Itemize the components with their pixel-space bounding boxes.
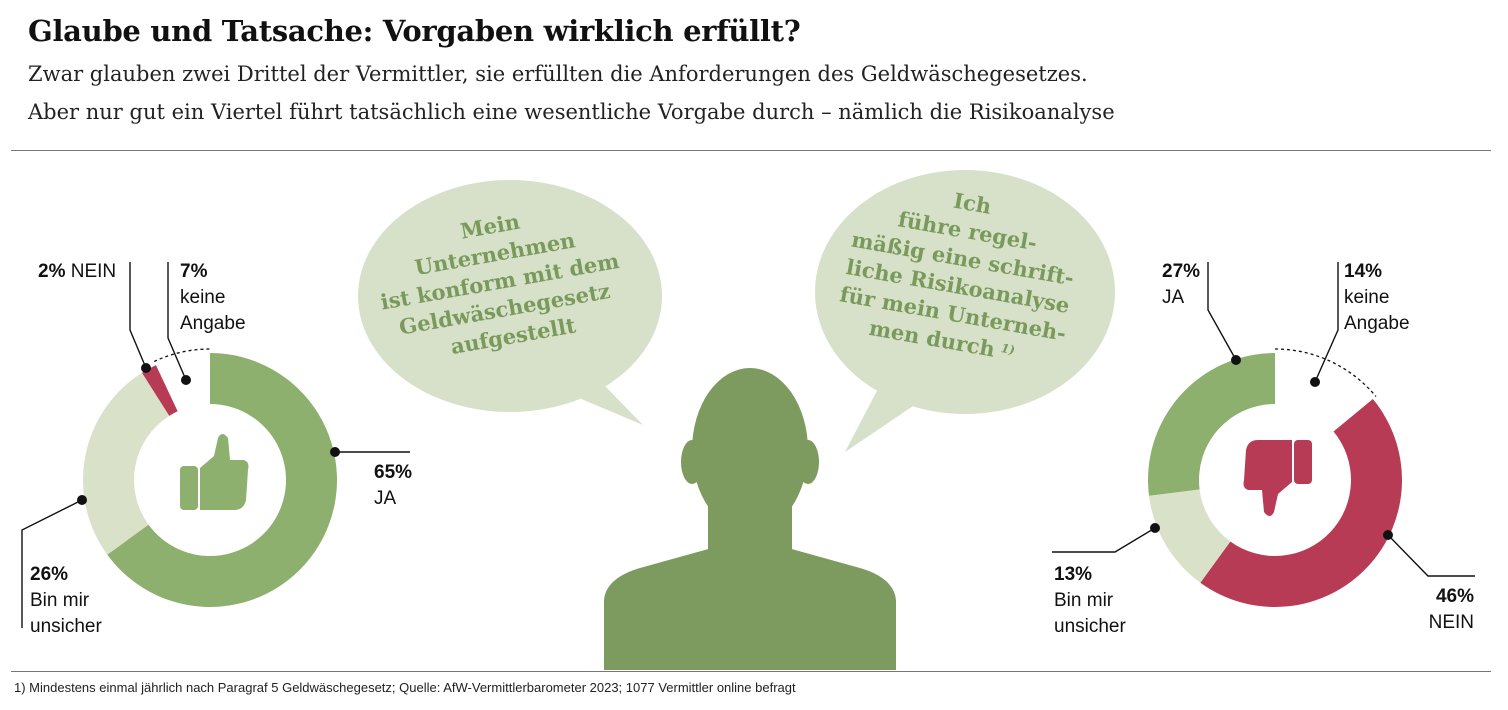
source-footnote: 1) Mindestens einmal jährlich nach Parag… [14, 680, 796, 695]
leader-dots-left [77, 363, 340, 505]
label-right-keine-pct: 14% [1344, 261, 1383, 282]
thumbs-down-icon [1243, 440, 1312, 516]
leader-lines-right [1052, 262, 1475, 577]
donut-left-slice-nein [141, 365, 178, 416]
speech-bubble-left: Mein Unternehmen ist konform mit dem Gel… [358, 180, 662, 425]
subtitle-line-2: Aber nur gut ein Viertel führt tatsächli… [28, 100, 1115, 124]
label-left-ja: 65% JA [374, 460, 412, 512]
label-right-nein: 46% NEIN [1410, 584, 1474, 636]
label-right-ja-text: JA [1162, 287, 1185, 308]
label-left-nein-pct: 2% [38, 261, 66, 282]
donut-right-slice-nein [1200, 399, 1402, 607]
label-right-unsicher-text2: unsicher [1054, 616, 1126, 637]
thumbs-up-icon [180, 434, 249, 510]
label-left-nein: 2% NEIN [38, 259, 116, 285]
label-right-ja: 27% JA [1162, 259, 1200, 311]
chart-title: Glaube und Tatsache: Vorgaben wirklich e… [28, 14, 801, 48]
label-left-ja-pct: 65% [374, 462, 413, 483]
label-left-unsicher-text2: unsicher [30, 616, 102, 637]
speech-bubble-right: Ich führe regel- mäßig eine schrift- lic… [815, 170, 1115, 452]
donut-left-slice-ja [107, 353, 338, 608]
donut-chart-left [82, 348, 338, 608]
person-silhouette-icon [604, 368, 896, 670]
donut-right-slice-unsicher [1149, 489, 1231, 583]
label-left-unsicher-pct: 26% [30, 564, 69, 585]
label-left-keine-text1: keine [180, 287, 226, 308]
label-right-unsicher-text1: Bin mir [1054, 590, 1114, 611]
label-right-keine-text2: Angabe [1344, 313, 1410, 334]
label-right-unsicher-pct: 13% [1054, 564, 1093, 585]
label-left-nein-text: NEIN [70, 261, 117, 282]
leader-lines-left [21, 262, 410, 628]
label-left-keine-pct: 7% [180, 261, 208, 282]
bottom-divider [11, 671, 1491, 672]
donut-chart-right [1148, 348, 1402, 607]
label-right-keine-text1: keine [1344, 287, 1390, 308]
donut-right-slice-ja [1148, 352, 1275, 496]
label-right-nein-text: NEIN [1428, 612, 1474, 633]
donut-left-slice-unsicher [82, 372, 170, 555]
donut-left-slice-keine-angabe [153, 348, 211, 363]
label-right-ja-pct: 27% [1162, 261, 1201, 282]
label-left-keine-text2: Angabe [180, 313, 246, 334]
label-left-keine: 7% keine Angabe [180, 259, 246, 337]
donut-right-slice-keine-angabe [1274, 348, 1377, 397]
label-right-keine: 14% keine Angabe [1344, 259, 1410, 337]
label-right-unsicher: 13% Bin mir unsicher [1054, 562, 1126, 640]
leader-dots-right [1150, 355, 1393, 540]
label-left-ja-text: JA [374, 488, 397, 509]
label-left-unsicher-text1: Bin mir [30, 590, 90, 611]
top-divider [11, 150, 1491, 151]
subtitle-line-1: Zwar glauben zwei Drittel der Vermittler… [28, 62, 1088, 86]
label-left-unsicher: 26% Bin mir unsicher [30, 562, 102, 640]
label-right-nein-pct: 46% [1435, 586, 1474, 607]
bubble-right-footnote-mark: 1) [1000, 341, 1016, 357]
